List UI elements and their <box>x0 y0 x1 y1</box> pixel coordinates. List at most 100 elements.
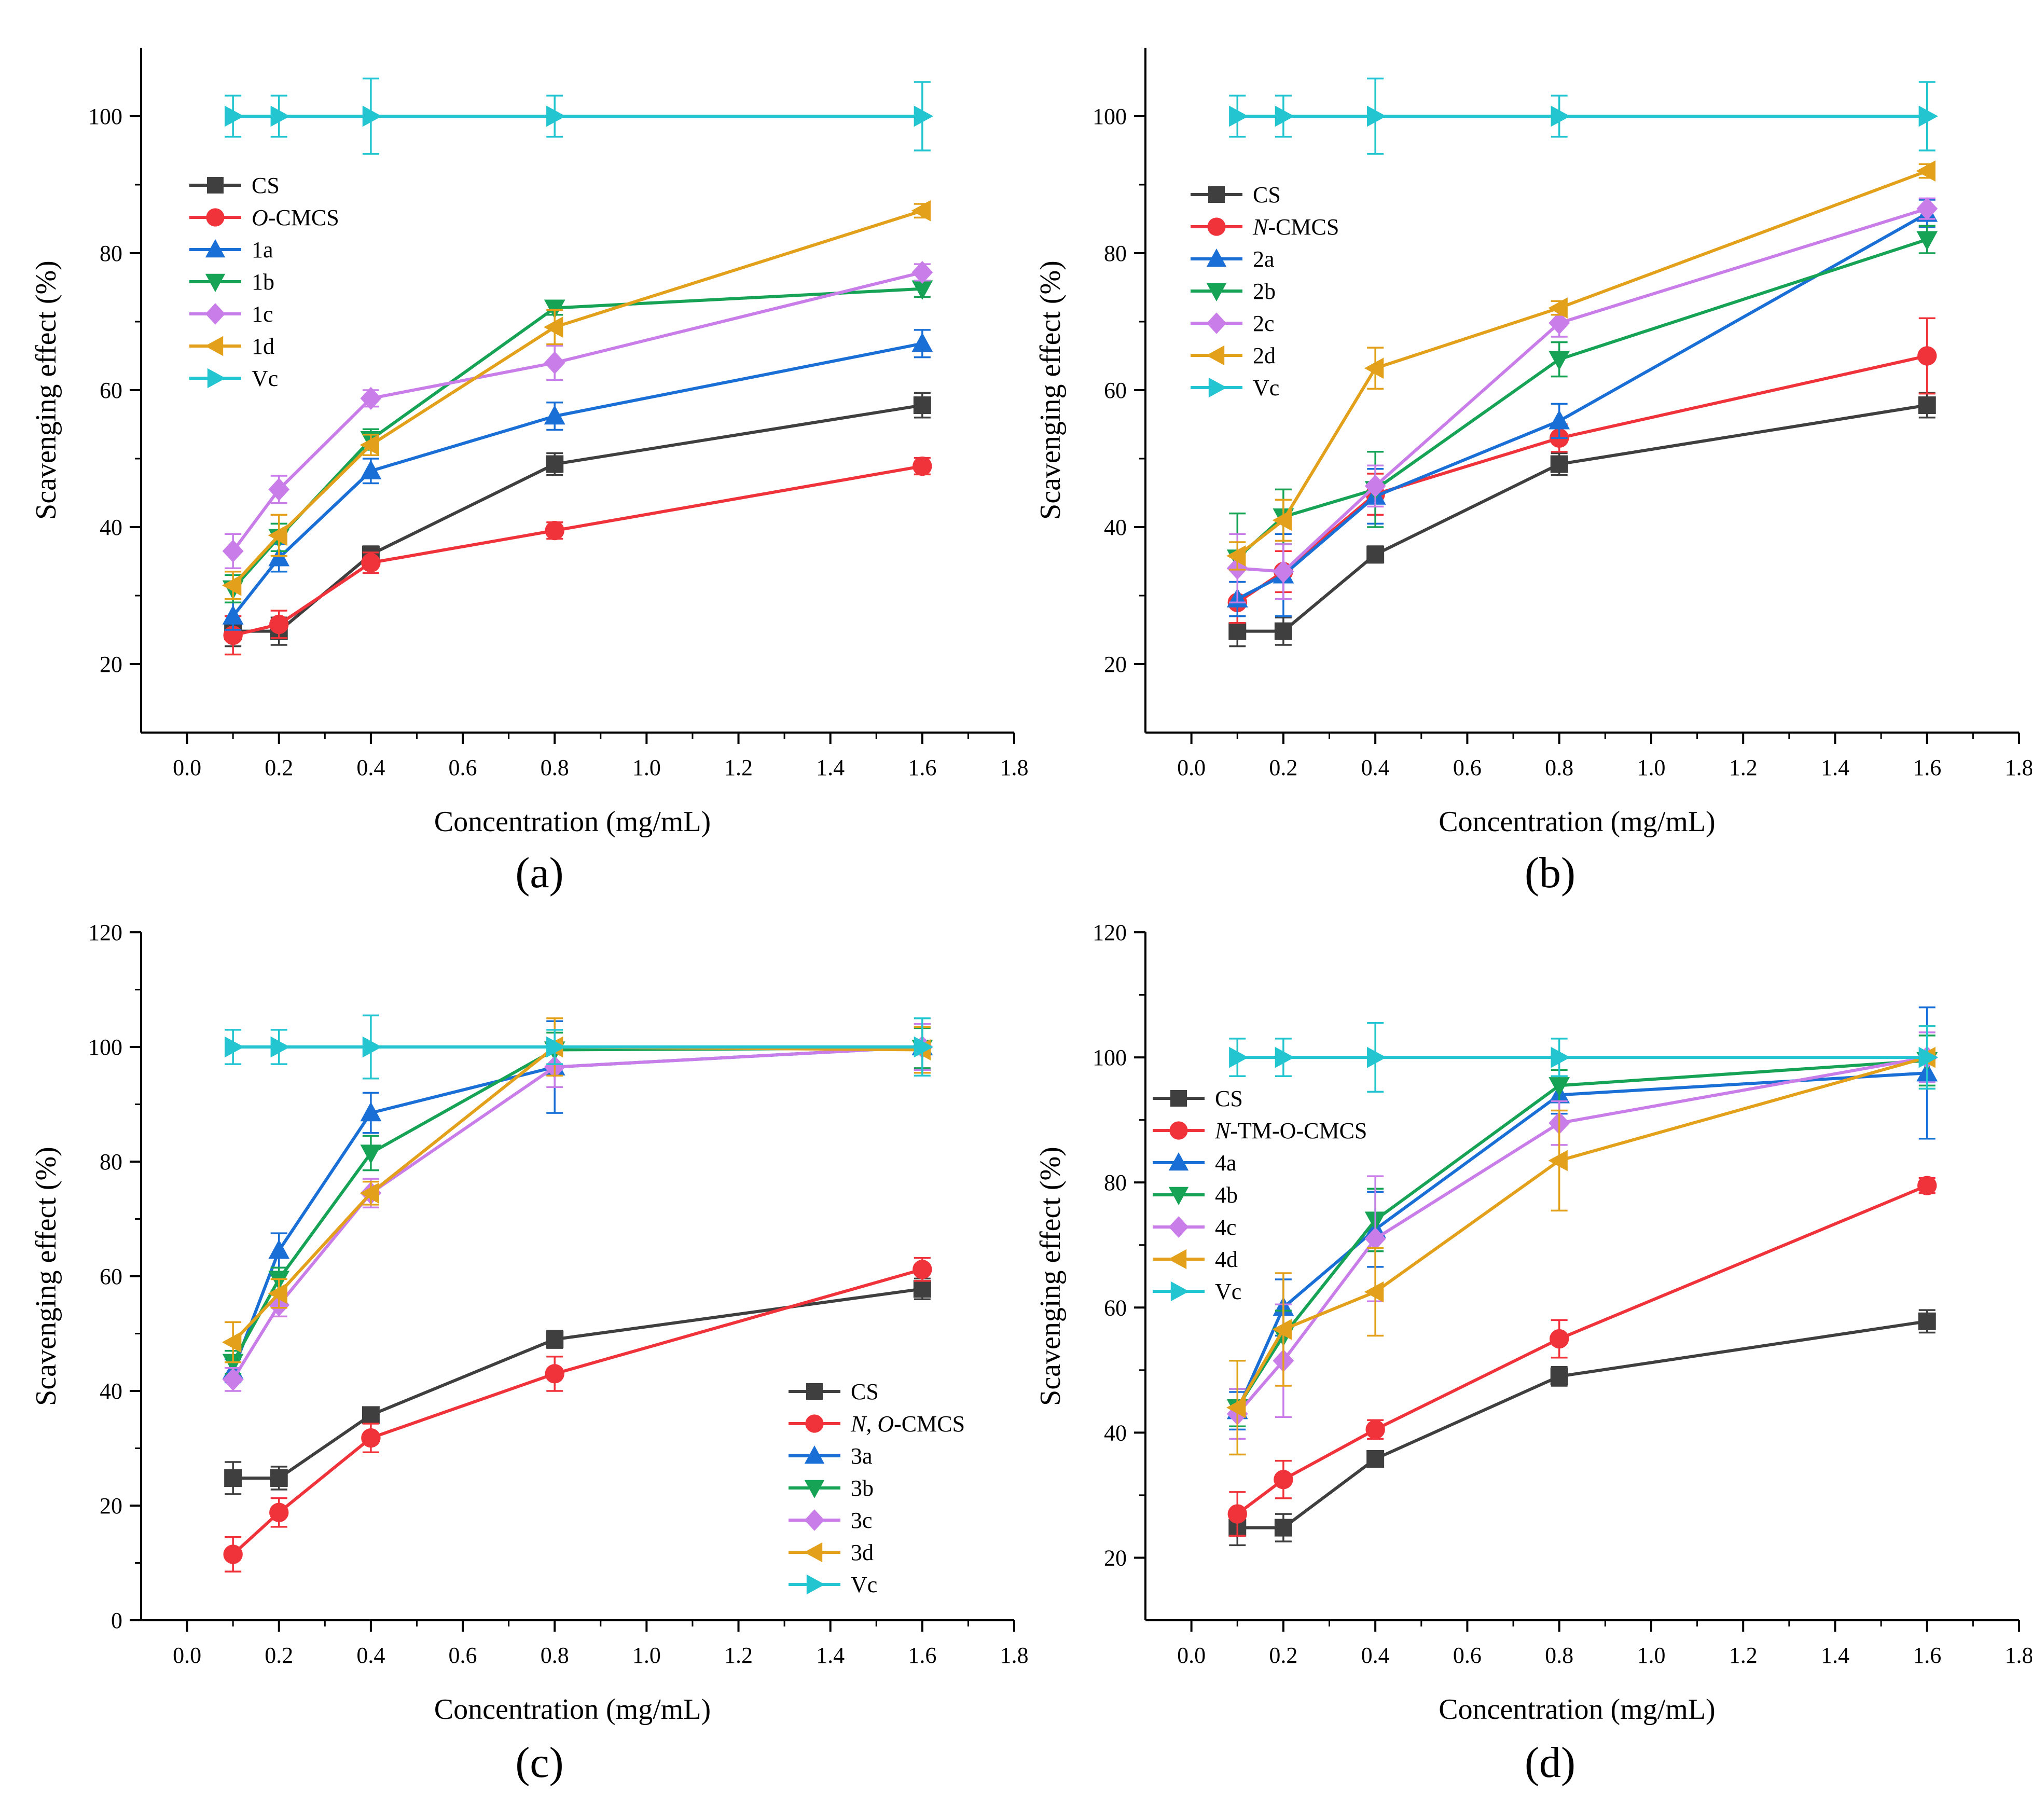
data-point <box>914 1036 934 1058</box>
x-tick-label: 1.8 <box>1000 1643 1029 1668</box>
series-vc <box>1229 1022 1938 1093</box>
y-tick-label: 60 <box>100 1264 122 1289</box>
legend-label: Vc <box>252 366 278 391</box>
x-tick-label: 0.2 <box>265 755 293 780</box>
legend-item: 4b <box>1153 1182 1238 1208</box>
y-tick-label: 80 <box>100 1149 122 1175</box>
legend-label-text: -TM-O-CMCS <box>1230 1118 1367 1143</box>
legend-item: 2c <box>1191 311 1275 336</box>
data-point <box>1549 1077 1570 1097</box>
data-point <box>546 1036 566 1058</box>
x-tick-label: 1.4 <box>816 755 845 780</box>
legend-label-italic: O <box>252 205 268 230</box>
data-point <box>1364 1227 1386 1250</box>
data-point <box>1273 560 1294 583</box>
legend-label: 1d <box>252 334 274 359</box>
data-point <box>1548 1150 1568 1171</box>
series-line <box>231 1045 923 1381</box>
series-2a <box>1226 199 1938 617</box>
data-point <box>1916 160 1936 182</box>
legend-marker <box>1170 1281 1189 1302</box>
legend-item: Vc <box>789 1572 877 1597</box>
data-point <box>360 387 382 410</box>
legend-item: Vc <box>189 366 278 391</box>
x-tick-label: 0.0 <box>173 1643 201 1668</box>
data-point <box>360 1101 382 1122</box>
x-tick-label: 0.2 <box>1269 755 1297 780</box>
legend-marker <box>1207 217 1226 236</box>
data-point <box>913 456 932 476</box>
legend-label: CS <box>1253 182 1281 208</box>
data-point <box>360 434 380 456</box>
x-tick-label: 0.6 <box>1453 755 1482 780</box>
legend-label: 3c <box>851 1508 873 1533</box>
x-tick-label: 1.0 <box>1637 755 1665 780</box>
series-3d <box>222 1017 931 1363</box>
legend-item: 1a <box>189 237 273 263</box>
data-point <box>223 1545 243 1564</box>
data-point <box>224 1469 242 1487</box>
legend-marker <box>806 1383 823 1400</box>
data-point <box>1918 396 1936 415</box>
legend-label: Vc <box>851 1572 877 1597</box>
series-1d <box>222 200 931 600</box>
data-point <box>1272 509 1292 531</box>
data-point <box>911 332 933 352</box>
data-point <box>1551 105 1570 127</box>
legend-item: CS <box>1153 1086 1243 1111</box>
x-tick-label: 0.6 <box>449 755 477 780</box>
y-tick-label: 40 <box>1104 1420 1127 1445</box>
legend-item: 4c <box>1153 1215 1237 1240</box>
y-tick-label: 60 <box>1104 1295 1127 1320</box>
data-point <box>360 1182 380 1204</box>
legend-marker <box>205 239 226 258</box>
series-tmocmcs-n <box>1227 1176 1937 1537</box>
series-1a <box>222 329 933 631</box>
series-cmcs-o <box>223 456 932 656</box>
series-line <box>231 287 922 590</box>
legend-item: 2b <box>1191 279 1276 304</box>
data-point <box>1918 105 1938 127</box>
data-point <box>362 1406 380 1424</box>
data-point <box>269 1502 289 1522</box>
y-tick-label: 100 <box>1093 1045 1127 1070</box>
legend-item: N, O-CMCS <box>789 1411 965 1437</box>
y-tick-label: 100 <box>88 1035 122 1060</box>
y-tick-label: 20 <box>100 652 122 677</box>
legend-label: 3b <box>851 1476 874 1501</box>
series-line <box>232 1267 923 1556</box>
legend-label: CS <box>252 173 280 198</box>
legend-label: Vc <box>1253 375 1279 401</box>
legend-item: 4a <box>1153 1150 1237 1176</box>
legend-marker <box>1208 377 1227 398</box>
legend-item: 1b <box>189 269 274 295</box>
data-point <box>270 105 290 127</box>
data-point <box>1550 455 1568 473</box>
data-point <box>546 105 566 127</box>
legend-item: O-CMCS <box>189 205 339 230</box>
legend-item: CS <box>1191 182 1281 208</box>
legend-marker <box>206 208 225 227</box>
legend: CS N-TM-O-CMCS 4a 4b 4c 4d Vc <box>1153 1086 1367 1304</box>
data-point <box>911 260 933 284</box>
legend-marker <box>1169 1121 1188 1140</box>
x-tick-label: 1.4 <box>1821 755 1849 780</box>
data-point <box>222 605 244 625</box>
data-point <box>1272 1319 1292 1340</box>
series-cs <box>1228 392 1936 647</box>
chart-panel-a: 0.0 0.2 0.4 0.6 0.8 1.0 1.2 1.4 1.6 1.8 20 40 60 80 10… <box>30 48 1029 897</box>
data-point <box>546 455 564 473</box>
x-tick-label: 1.6 <box>1913 1643 1941 1668</box>
data-point <box>362 105 382 127</box>
data-point <box>1549 311 1570 335</box>
data-point <box>544 351 565 375</box>
legend-marker <box>804 1445 825 1464</box>
legend-label-italic: N, O <box>850 1411 894 1437</box>
legend-marker <box>1168 1187 1189 1205</box>
y-tick-label: 20 <box>1104 652 1127 677</box>
series-4a <box>1226 1006 1938 1431</box>
chart-panel-c: 0.0 0.2 0.4 0.6 0.8 1.0 1.2 1.4 1.6 1.8 0 20 40 60 80 1… <box>30 920 1029 1787</box>
series-line <box>1236 238 1928 559</box>
x-tick-label: 1.4 <box>1821 1643 1849 1668</box>
legend-item: 3d <box>789 1540 874 1565</box>
